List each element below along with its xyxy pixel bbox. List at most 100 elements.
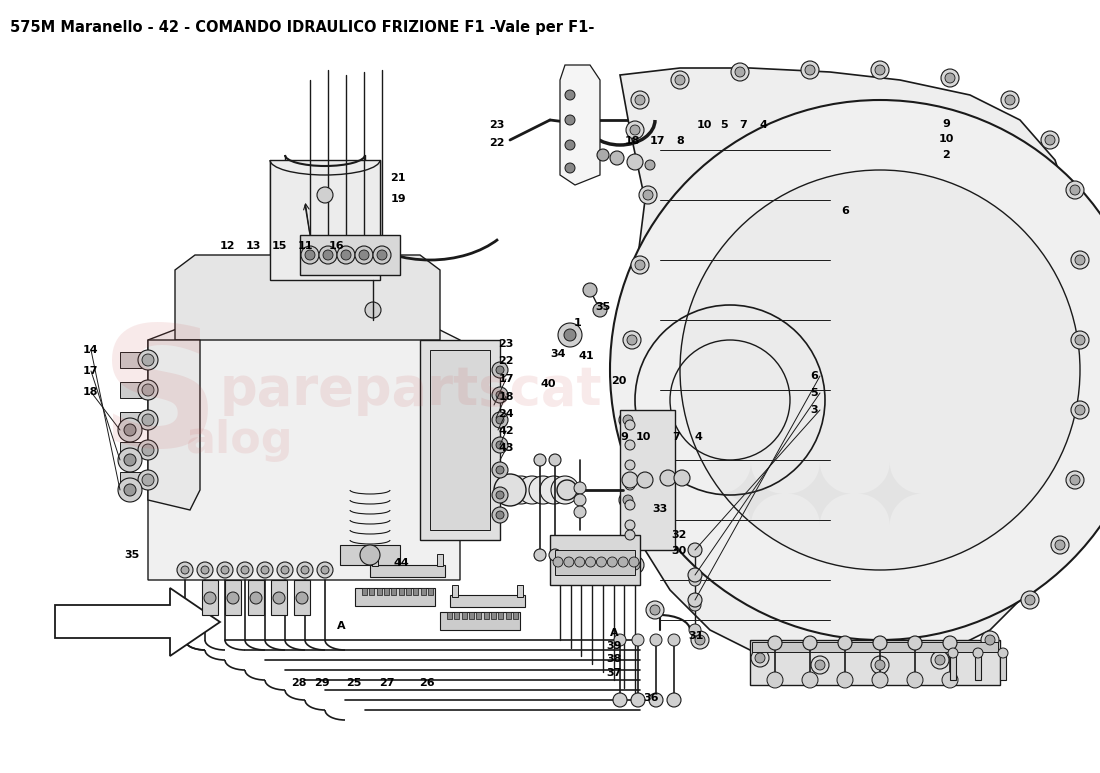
Circle shape — [585, 557, 595, 567]
Bar — [440, 612, 520, 630]
Circle shape — [317, 187, 333, 203]
Text: 25: 25 — [346, 678, 362, 687]
Circle shape — [645, 160, 654, 170]
Circle shape — [492, 507, 508, 523]
Circle shape — [671, 71, 689, 89]
Circle shape — [873, 636, 887, 650]
Circle shape — [317, 562, 333, 578]
Text: 27: 27 — [379, 678, 395, 687]
Circle shape — [221, 566, 229, 574]
Bar — [120, 472, 148, 488]
Circle shape — [241, 566, 249, 574]
Bar — [437, 554, 443, 566]
Circle shape — [574, 482, 586, 494]
Text: 17: 17 — [82, 366, 98, 376]
Circle shape — [945, 73, 955, 83]
Circle shape — [618, 557, 628, 567]
Circle shape — [341, 250, 351, 260]
Circle shape — [627, 154, 644, 170]
Text: 30: 30 — [671, 547, 686, 556]
Circle shape — [635, 95, 645, 105]
Circle shape — [631, 91, 649, 109]
Circle shape — [801, 61, 820, 79]
Text: 35: 35 — [595, 302, 610, 312]
Bar — [484, 612, 488, 619]
Text: 9: 9 — [620, 432, 629, 441]
Circle shape — [948, 648, 958, 658]
Text: S: S — [100, 318, 220, 482]
Bar — [270, 160, 380, 280]
Circle shape — [551, 476, 579, 504]
Circle shape — [874, 65, 886, 75]
Circle shape — [1066, 471, 1083, 489]
Circle shape — [675, 75, 685, 85]
Circle shape — [630, 125, 640, 135]
Circle shape — [124, 484, 136, 496]
Bar — [975, 655, 981, 680]
Circle shape — [1075, 255, 1085, 265]
Circle shape — [118, 418, 142, 442]
Circle shape — [496, 476, 524, 504]
Text: 6: 6 — [810, 371, 818, 380]
Text: 31: 31 — [689, 632, 704, 641]
Circle shape — [688, 543, 702, 557]
Circle shape — [872, 672, 888, 688]
Circle shape — [732, 63, 749, 81]
Text: 36: 36 — [644, 693, 659, 703]
Text: 15: 15 — [272, 241, 287, 250]
Circle shape — [751, 649, 769, 667]
Polygon shape — [55, 588, 220, 656]
Circle shape — [767, 672, 783, 688]
Text: 16: 16 — [329, 241, 344, 250]
Circle shape — [610, 151, 624, 165]
Circle shape — [142, 354, 154, 366]
Circle shape — [607, 557, 617, 567]
Circle shape — [838, 636, 853, 650]
Circle shape — [1071, 331, 1089, 349]
Circle shape — [261, 566, 270, 574]
Text: 34: 34 — [550, 349, 565, 359]
Text: 43: 43 — [498, 444, 514, 453]
Circle shape — [610, 100, 1100, 640]
Text: ✦✦✦: ✦✦✦ — [715, 459, 925, 540]
Text: parepartscat: parepartscat — [220, 364, 603, 416]
Circle shape — [629, 557, 639, 567]
Circle shape — [365, 302, 381, 318]
Text: 28: 28 — [292, 678, 307, 687]
Circle shape — [614, 634, 626, 646]
Circle shape — [204, 592, 216, 604]
Circle shape — [359, 250, 369, 260]
Bar — [506, 612, 510, 619]
Text: 7: 7 — [672, 432, 681, 441]
Text: 1: 1 — [573, 318, 582, 328]
Bar — [271, 580, 287, 615]
Circle shape — [301, 246, 319, 264]
Text: 18: 18 — [82, 387, 98, 397]
Text: 21: 21 — [390, 173, 406, 182]
Circle shape — [273, 592, 285, 604]
Circle shape — [1070, 475, 1080, 485]
Circle shape — [639, 186, 657, 204]
Circle shape — [871, 656, 889, 674]
Circle shape — [553, 557, 563, 567]
Text: 23: 23 — [498, 339, 514, 349]
Circle shape — [630, 560, 640, 570]
Circle shape — [496, 366, 504, 374]
Bar — [340, 545, 400, 565]
Circle shape — [931, 651, 949, 669]
Text: 41: 41 — [579, 351, 594, 360]
Circle shape — [217, 562, 233, 578]
Circle shape — [564, 329, 576, 341]
Circle shape — [998, 648, 1008, 658]
Circle shape — [507, 476, 535, 504]
Text: 2: 2 — [942, 150, 950, 159]
Text: 40: 40 — [540, 380, 556, 389]
Circle shape — [811, 656, 829, 674]
Circle shape — [688, 568, 702, 582]
Circle shape — [635, 260, 645, 270]
Circle shape — [837, 672, 852, 688]
Circle shape — [984, 635, 996, 645]
Circle shape — [124, 454, 136, 466]
Text: 4: 4 — [694, 432, 703, 441]
Text: 42: 42 — [498, 427, 514, 436]
